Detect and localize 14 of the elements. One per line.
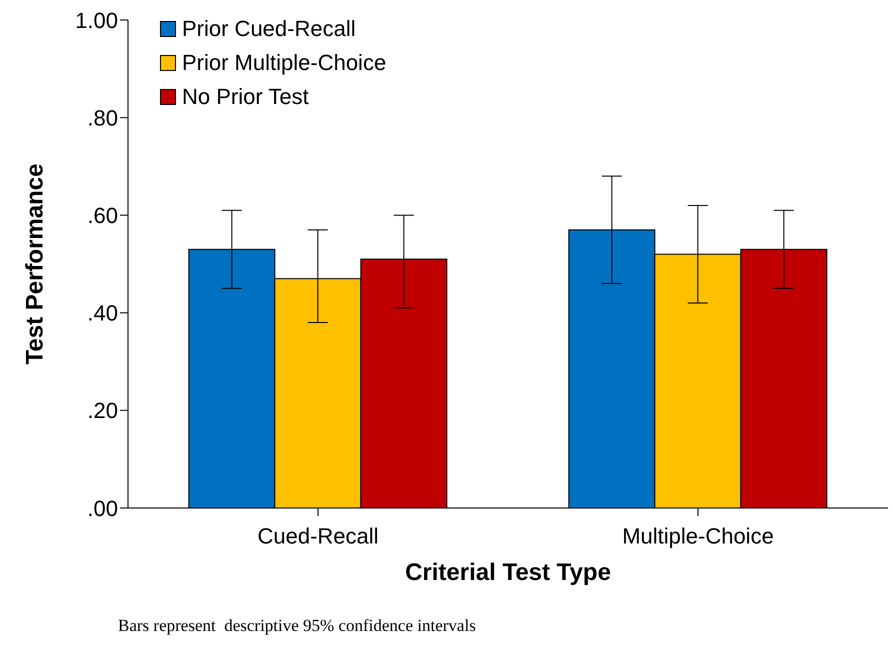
y-axis-title: Test Performance (22, 164, 49, 364)
y-tick-label: .80 (87, 105, 118, 130)
y-tick-label: .00 (87, 496, 118, 521)
x-tick-label: Multiple-Choice (622, 524, 774, 549)
legend-label: No Prior Test (182, 84, 309, 110)
y-tick-label: .20 (87, 398, 118, 424)
legend-label: Prior Cued-Recall (182, 16, 356, 42)
legend-label: Prior Multiple-Choice (182, 50, 386, 76)
y-tick-label: .40 (87, 300, 118, 326)
y-tick-label: .60 (87, 203, 118, 228)
y-tick-label: 1.00 (75, 8, 118, 33)
text: Bars represent descriptive 95% confidence intervals (118, 616, 477, 636)
x-tick-label: Cued-Recall (257, 524, 379, 549)
x-axis-title: Criterial Test Type (405, 559, 611, 586)
